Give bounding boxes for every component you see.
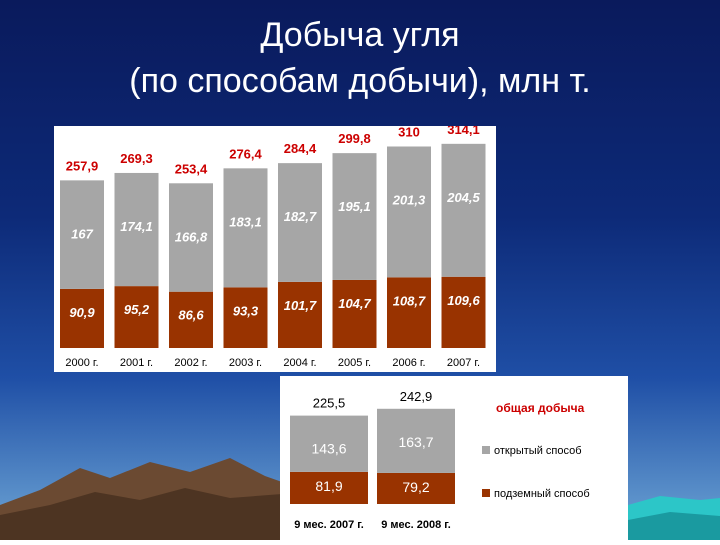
slide-title: Добыча угля (по способам добычи), млн т. — [0, 12, 720, 104]
category-label-9m-0: 9 мес. 2007 г. — [294, 519, 364, 531]
label-open-9m-0: 143,6 — [311, 441, 346, 457]
bar-underground-6 — [387, 277, 431, 348]
category-label-3: 2003 г. — [229, 357, 262, 369]
label-total-4: 284,4 — [284, 141, 317, 156]
label-open-1: 174,1 — [120, 219, 153, 234]
category-label-4: 2004 г. — [283, 357, 316, 369]
label-open-4: 182,7 — [284, 209, 317, 224]
bar-open-5 — [332, 153, 377, 280]
label-underground-9m-0: 81,9 — [315, 478, 342, 494]
bar-open-7 — [441, 143, 486, 277]
label-underground-5: 104,7 — [338, 296, 371, 311]
label-total-7: 314,1 — [447, 126, 480, 137]
category-label-6: 2006 г. — [392, 357, 425, 369]
label-underground-6: 108,7 — [393, 293, 426, 308]
nine-month-production-chart: 81,9 143,6 225,5 9 мес. 2007 г. 79,2 163,7 242… — [290, 389, 590, 531]
label-open-5: 195,1 — [338, 199, 371, 214]
label-total-6: 310 — [398, 126, 420, 140]
label-open-0: 167 — [71, 226, 93, 241]
legend-open-label: открытый способ — [494, 445, 582, 457]
bar-underground-7 — [441, 276, 486, 348]
bar-open-9m-1 — [377, 408, 455, 473]
label-total-9m-1: 242,9 — [400, 389, 433, 404]
main-chart-panel: 90,9 167 257,9 2000 г. 95,2 174,1 269,3 2001 г.… — [54, 122, 496, 372]
label-total-0: 257,9 — [66, 158, 99, 173]
label-total-3: 276,4 — [229, 146, 262, 161]
title-line-2: (по способам добычи), млн т. — [129, 62, 591, 100]
bar-underground-9m-1 — [377, 472, 455, 504]
category-label-7: 2007 г. — [447, 357, 480, 369]
bar-open-1 — [114, 172, 159, 287]
label-total-9m-0: 225,5 — [313, 396, 346, 411]
category-label-9m-1: 9 мес. 2008 г. — [381, 519, 451, 531]
bar-open-6 — [387, 146, 431, 278]
bar-underground-3 — [223, 287, 268, 348]
category-label-1: 2001 г. — [120, 357, 153, 369]
category-label-5: 2005 г. — [338, 357, 371, 369]
label-underground-1: 95,2 — [124, 302, 150, 317]
label-underground-4: 101,7 — [284, 298, 317, 313]
legend-underground-swatch — [482, 489, 490, 497]
annual-coal-production-chart: 90,9 167 257,9 2000 г. 95,2 174,1 269,3 2001 г.… — [60, 122, 486, 369]
bar-open-2 — [169, 183, 213, 292]
bar-underground-5 — [332, 279, 377, 348]
label-underground-9m-1: 79,2 — [402, 479, 429, 495]
bar-open-0 — [60, 180, 104, 289]
label-open-7: 204,5 — [446, 190, 480, 205]
label-total-1: 269,3 — [120, 151, 153, 166]
legend-total-label: общая добыча — [496, 401, 585, 415]
legend-underground-label: подземный способ — [494, 488, 590, 500]
bar-open-4 — [278, 163, 322, 282]
label-open-2: 166,8 — [175, 229, 208, 244]
bar-underground-2 — [169, 291, 213, 348]
label-open-6: 201,3 — [392, 193, 426, 208]
bar-underground-0 — [60, 288, 104, 348]
label-underground-7: 109,6 — [447, 293, 480, 308]
label-open-3: 183,1 — [229, 214, 262, 229]
bar-open-3 — [223, 168, 268, 288]
label-total-2: 253,4 — [175, 161, 208, 176]
label-underground-3: 93,3 — [233, 303, 259, 318]
bar-underground-4 — [278, 281, 322, 348]
title-line-1: Добыча угля — [260, 16, 460, 54]
bar-open-9m-0 — [290, 415, 368, 472]
nine-month-chart-panel: 81,9 143,6 225,5 9 мес. 2007 г. 79,2 163,7 242… — [280, 376, 628, 540]
category-label-2: 2002 г. — [174, 357, 207, 369]
label-total-5: 299,8 — [338, 131, 371, 146]
category-label-0: 2000 г. — [65, 357, 98, 369]
label-underground-2: 86,6 — [178, 308, 204, 323]
bar-underground-1 — [114, 286, 159, 348]
legend-open-swatch — [482, 446, 490, 454]
label-underground-0: 90,9 — [69, 305, 95, 320]
label-open-9m-1: 163,7 — [398, 434, 433, 450]
bar-underground-9m-0 — [290, 471, 368, 504]
